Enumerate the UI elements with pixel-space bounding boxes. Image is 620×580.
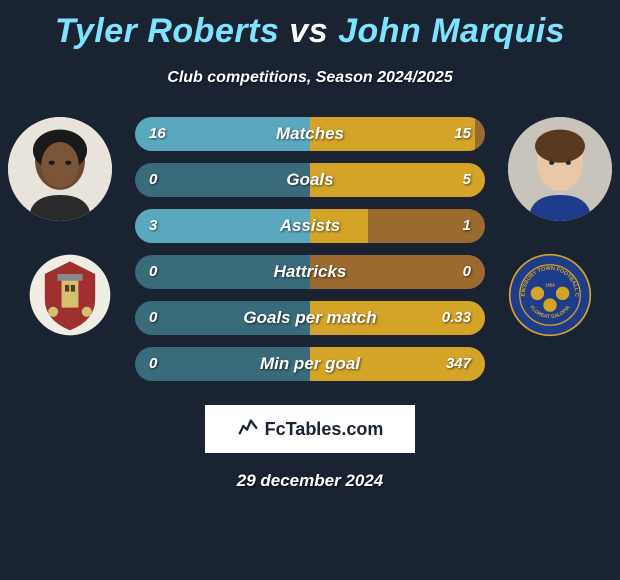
stat-value-right: 0.33 [442,301,471,335]
stat-value-left: 0 [149,163,157,197]
stat-row: Assists3 1 [135,209,485,243]
footer-date: 29 december 2024 [0,471,620,491]
chart-icon [237,415,259,443]
stat-label: Assists [135,209,485,243]
stat-label: Matches [135,117,485,151]
stat-label: Goals per match [135,301,485,335]
stat-value-right: 15 [454,117,471,151]
player2-name: John Marquis [338,12,565,50]
stat-value-right: 0 [463,255,471,289]
svg-text:1886: 1886 [545,283,555,288]
stats-bars: Matches1615Goals05Assists31Hattricks00Go… [135,117,485,393]
comparison-content: SHREWSBURY TOWN FOOTBALL CLUB 1886 FLORE… [0,117,620,397]
stat-value-left: 3 [149,209,157,243]
player1-avatar [8,117,112,221]
stat-label: Hattricks [135,255,485,289]
stat-value-right: 5 [463,163,471,197]
stat-value-left: 0 [149,255,157,289]
player2-avatar [508,117,612,221]
stat-value-left: 16 [149,117,166,151]
player2-club-crest: SHREWSBURY TOWN FOOTBALL CLUB 1886 FLORE… [508,253,592,337]
stat-value-right: 1 [463,209,471,243]
stat-label: Goals [135,163,485,197]
stat-value-right: 347 [446,347,471,381]
subtitle: Club competitions, Season 2024/2025 [0,69,620,87]
brand-text: FcTables.com [265,419,384,440]
stat-value-left: 0 [149,301,157,335]
player1-club-crest [28,253,112,337]
stat-row: Goals per match0 0.33 [135,301,485,335]
brand-badge: FcTables.com [205,405,415,453]
stat-row: Matches16 15 [135,117,485,151]
stat-row: Hattricks0 0 [135,255,485,289]
comparison-title: Tyler Roberts vs John Marquis [0,0,620,51]
stat-label: Min per goal [135,347,485,381]
stat-row: Min per goal0 347 [135,347,485,381]
vs-separator: vs [289,12,328,50]
stat-value-left: 0 [149,347,157,381]
stat-row: Goals0 5 [135,163,485,197]
player1-name: Tyler Roberts [55,12,279,50]
